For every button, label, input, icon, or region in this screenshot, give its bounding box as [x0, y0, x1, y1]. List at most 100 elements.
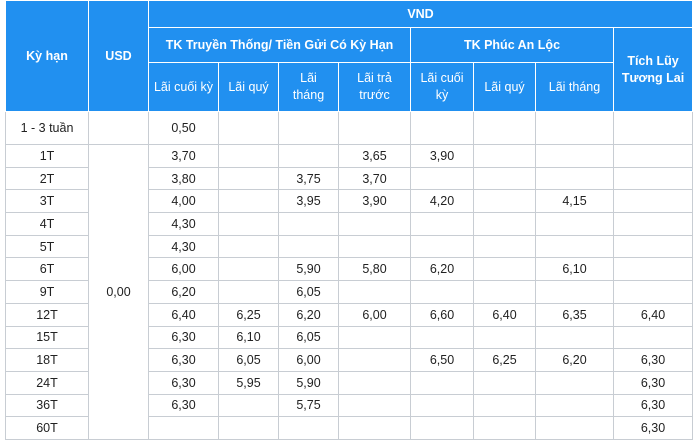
table-row: 1T 0,00 3,70 3,65 3,90	[5, 144, 694, 440]
rate-cell	[218, 393, 279, 418]
rate-cell: 0,50	[148, 111, 219, 145]
table-header: Kỳ hạn USD VND TK Truyền Thống/ Tiền Gửi…	[5, 0, 694, 112]
term-cell: 5T	[5, 234, 89, 259]
term-cell: 24T	[5, 370, 89, 395]
rate-cell	[410, 234, 474, 259]
rate-cell: 3,80	[148, 166, 219, 191]
rate-cell: 6,00	[338, 302, 411, 327]
rate-cell: 6,25	[218, 302, 279, 327]
term-cell: 3T	[5, 189, 89, 214]
rate-cell	[473, 325, 536, 350]
rate-cell: 6,40	[473, 302, 536, 327]
rate-table: Kỳ hạn USD VND TK Truyền Thống/ Tiền Gửi…	[5, 0, 694, 440]
rate-cell	[278, 111, 339, 145]
rate-cell: 6,10	[218, 325, 279, 350]
rate-cell: 3,75	[278, 166, 339, 191]
header-cell: VND	[147, 0, 694, 28]
rate-cell: 4,15	[535, 189, 614, 214]
rate-cell: 6,20	[410, 257, 474, 282]
table-row: 18T 6,30 6,05 6,00 6,50 6,25 6,20 6,30	[5, 348, 694, 372]
rate-cell: 3,70	[338, 166, 411, 191]
rate-cell: 6,00	[278, 348, 339, 372]
header-cell: Lãi cuối kỳ	[148, 62, 219, 112]
rate-cell	[338, 212, 411, 236]
rate-cell	[218, 144, 279, 168]
rate-cell	[338, 370, 411, 395]
rate-cell	[612, 189, 694, 214]
rate-cell: 4,20	[410, 189, 474, 214]
rate-cell	[278, 416, 339, 440]
rate-cell	[338, 348, 411, 372]
table-row: 1 - 3 tuần 0,50	[5, 111, 694, 145]
header-cell: Tích Lũy Tương Lai	[612, 27, 694, 112]
rate-cell	[535, 416, 614, 440]
rate-cell	[473, 166, 536, 191]
rate-cell: 6,25	[473, 348, 536, 372]
rate-cell	[218, 257, 279, 282]
header-cell: Lãi quý	[218, 62, 279, 112]
rate-cell	[612, 234, 694, 259]
rate-cell	[410, 111, 474, 145]
rate-cell	[473, 280, 536, 304]
header-cell: Lãi trả trước	[338, 62, 411, 112]
header-cell: Kỳ hạn	[5, 0, 89, 112]
rate-cell: 6,50	[410, 348, 474, 372]
rate-cell: 5,95	[218, 370, 279, 395]
rate-cell: 6,20	[148, 280, 219, 304]
rate-cell: 6,30	[148, 393, 219, 418]
rate-cell: 3,90	[338, 189, 411, 214]
rate-cell	[535, 325, 614, 350]
rate-cell	[535, 393, 614, 418]
rate-cell	[535, 280, 614, 304]
term-cell: 15T	[5, 325, 89, 350]
rate-cell	[535, 144, 614, 168]
rate-cell: 5,90	[278, 370, 339, 395]
rate-cell	[612, 111, 694, 145]
rate-cell	[612, 280, 694, 304]
rate-cell	[473, 111, 536, 145]
rate-cell	[612, 166, 694, 191]
rate-cell	[278, 144, 339, 168]
rate-cell	[473, 416, 536, 440]
rate-cell: 4,30	[148, 212, 219, 236]
table-row: 60T 6,30	[5, 416, 694, 440]
rate-cell: 4,30	[148, 234, 219, 259]
rate-cell: 6,00	[148, 257, 219, 282]
rate-cell	[612, 212, 694, 236]
rate-cell	[410, 280, 474, 304]
table-body: 1 - 3 tuần 0,50 1T 0,00 3,70 3,65 3,90 2T 3,80 3,…	[5, 111, 694, 440]
header-cell: TK Phúc An Lộc	[410, 27, 614, 63]
rate-cell	[278, 212, 339, 236]
rate-cell	[410, 393, 474, 418]
rate-cell	[148, 416, 219, 440]
term-cell: 1 - 3 tuần	[5, 111, 89, 145]
term-cell: 9T	[5, 280, 89, 304]
rate-cell: 6,30	[612, 370, 694, 395]
rate-cell: 6,30	[148, 325, 219, 350]
header-cell: USD	[88, 0, 149, 112]
header-cell: TK Truyền Thống/ Tiền Gửi Có Kỳ Hạn	[148, 27, 411, 63]
rate-cell	[218, 166, 279, 191]
rate-cell: 6,30	[148, 348, 219, 372]
rate-cell	[612, 144, 694, 168]
rate-cell	[218, 189, 279, 214]
table-row: 9T 6,20 6,05	[5, 280, 694, 304]
rate-cell: 6,30	[612, 416, 694, 440]
term-cell: 12T	[5, 302, 89, 327]
header-cell: Lãi tháng	[278, 62, 339, 112]
rate-cell	[410, 212, 474, 236]
rate-cell: 6,05	[218, 348, 279, 372]
rate-cell	[473, 144, 536, 168]
rate-cell: 6,05	[278, 280, 339, 304]
rate-cell: 6,40	[148, 302, 219, 327]
rate-cell	[218, 212, 279, 236]
rate-cell: 3,65	[338, 144, 411, 168]
usd-cell	[88, 111, 149, 145]
rate-cell	[338, 393, 411, 418]
rate-cell	[218, 416, 279, 440]
rate-cell	[338, 234, 411, 259]
table-row: 4T 4,30	[5, 212, 694, 236]
rate-cell	[338, 416, 411, 440]
term-cell: 1T	[5, 144, 89, 168]
